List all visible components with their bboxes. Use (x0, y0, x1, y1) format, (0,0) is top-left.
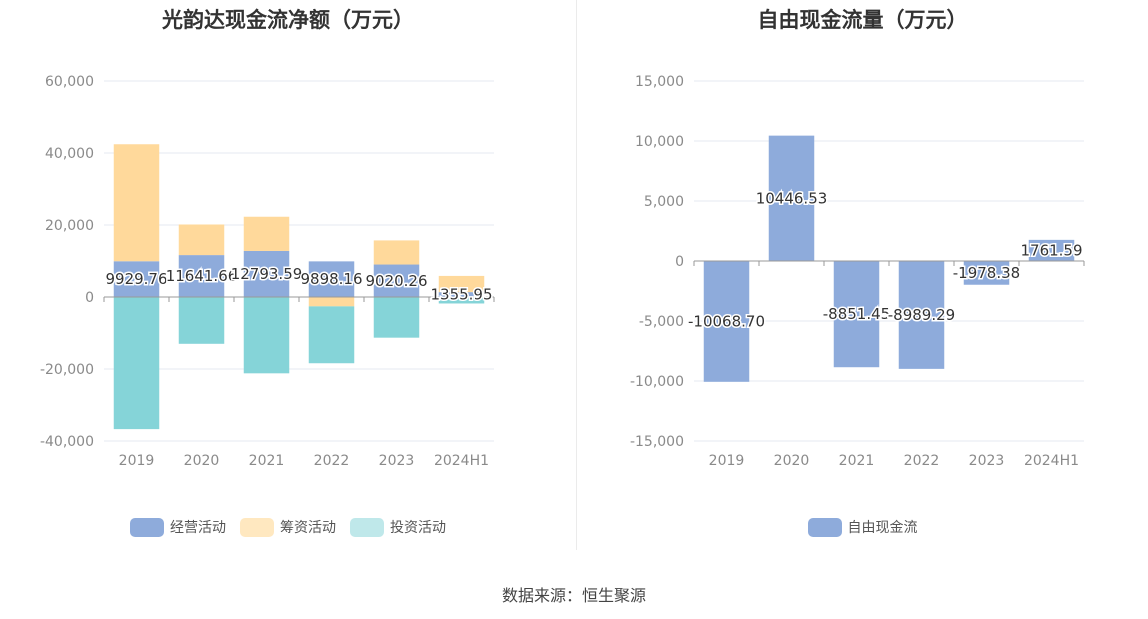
bar-2023-筹资活动 (373, 240, 420, 265)
data-label: 11641.66 (166, 267, 238, 285)
data-label: 1761.59 (1020, 241, 1082, 259)
y-tick-label: -20,000 (40, 362, 94, 378)
bar-2022-投资活动 (308, 306, 355, 364)
legend: 自由现金流 (577, 517, 1148, 537)
panel-divider (576, 0, 577, 550)
x-tick-label: 2024H1 (434, 453, 489, 469)
bar-2023-经营活动 (373, 264, 420, 297)
x-tick-label: 2021 (249, 453, 285, 469)
bar-2024H1-自由现金流 (1028, 239, 1075, 261)
bar-2020-筹资活动 (178, 224, 225, 256)
data-label: -1978.38 (953, 264, 1020, 282)
y-tick-label: -40,000 (40, 434, 94, 450)
chart-title: 自由现金流量（万元） (757, 8, 968, 32)
y-tick-label: -15,000 (630, 434, 684, 450)
x-tick-label: 2024H1 (1024, 453, 1079, 469)
bar-2020-自由现金流 (768, 135, 815, 261)
legend-label: 自由现金流 (847, 520, 918, 536)
cash-flow-net-chart: 60,000 40,000 20,000 0 -20,000 -40,000 2019 202… (40, 74, 495, 469)
data-label: 1355.95 (430, 286, 492, 304)
legend-item-financing[interactable]: 筹资活动 (240, 517, 336, 537)
data-label: 10446.53 (756, 189, 828, 207)
legend-label: 经营活动 (170, 520, 226, 536)
bar-2021-筹资活动 (243, 216, 290, 251)
legend-item-free-cash-flow[interactable]: 自由现金流 (807, 517, 918, 537)
data-label: -10068.70 (688, 312, 765, 330)
bar-2024H1-筹资活动 (438, 275, 485, 293)
y-tick-label: 0 (85, 290, 94, 306)
bar-2023-自由现金流 (963, 261, 1010, 285)
bar-2020-投资活动 (178, 297, 225, 344)
data-label: -8989.29 (888, 306, 955, 324)
legend: 经营活动 筹资活动 投资活动 (0, 517, 576, 537)
legend-label: 投资活动 (390, 520, 446, 536)
data-label: 12793.59 (231, 265, 303, 283)
y-tick-label: 20,000 (45, 218, 94, 234)
bar-2019-经营活动 (113, 261, 160, 297)
bar-2021-经营活动 (243, 250, 290, 297)
cash-flow-net-panel: 光韵达现金流净额（万元） 60,000 40,000 20,000 0 -20,000 -… (0, 0, 576, 550)
y-tick-label: 60,000 (45, 74, 94, 90)
bar-2021-投资活动 (243, 297, 290, 374)
bar-2022-筹资活动 (308, 297, 355, 307)
data-source-note: 数据来源：恒生聚源 (501, 586, 646, 605)
chart-title: 光韵达现金流净额（万元） (162, 8, 414, 32)
legend-swatch (350, 517, 384, 537)
bar-2019-自由现金流 (703, 261, 750, 382)
legend-item-operating[interactable]: 经营活动 (130, 517, 226, 537)
x-tick-label: 2020 (184, 453, 220, 469)
y-tick-label: 5,000 (644, 194, 684, 210)
y-tick-label: -5,000 (639, 314, 684, 330)
x-tick-label: 2023 (969, 453, 1005, 469)
x-tick-label: 2019 (119, 453, 155, 469)
y-tick-label: 40,000 (45, 146, 94, 162)
legend-label: 筹资活动 (280, 520, 336, 536)
bar-2019-筹资活动 (113, 144, 160, 262)
y-tick-label: 10,000 (635, 134, 684, 150)
y-tick-label: -10,000 (630, 374, 684, 390)
x-tick-label: 2022 (904, 453, 940, 469)
data-label: -8851.45 (823, 305, 890, 323)
bar-2020-经营活动 (178, 255, 225, 297)
bar-2024H1-经营活动 (438, 292, 485, 297)
bar-2024H1-投资活动 (438, 297, 485, 304)
free-cash-flow-chart: 15,000 10,000 5,000 0 -5,000 -10,000 -15,000 20… (630, 74, 1085, 469)
x-tick-label: 2019 (709, 453, 745, 469)
bar-2019-投资活动 (113, 297, 160, 430)
legend-swatch (240, 517, 274, 537)
free-cash-flow-panel: 自由现金流量（万元） 15,000 10,000 5,000 0 -5,000 -10,0… (577, 0, 1148, 550)
legend-swatch (807, 517, 842, 537)
legend-item-investing[interactable]: 投资活动 (350, 517, 446, 537)
x-tick-label: 2023 (379, 453, 415, 469)
y-tick-label: 0 (675, 254, 684, 270)
y-tick-label: 15,000 (635, 74, 684, 90)
data-label: 9020.26 (365, 272, 427, 290)
data-label: 9929.76 (105, 270, 167, 288)
x-tick-label: 2022 (314, 453, 350, 469)
legend-swatch (130, 517, 164, 537)
bar-2022-经营活动 (308, 261, 355, 297)
x-tick-label: 2020 (774, 453, 810, 469)
bar-2022-自由现金流 (898, 261, 945, 369)
x-tick-label: 2021 (839, 453, 875, 469)
bar-2023-投资活动 (373, 297, 420, 338)
data-label: 9898.16 (300, 270, 362, 288)
bar-2021-自由现金流 (833, 261, 880, 368)
